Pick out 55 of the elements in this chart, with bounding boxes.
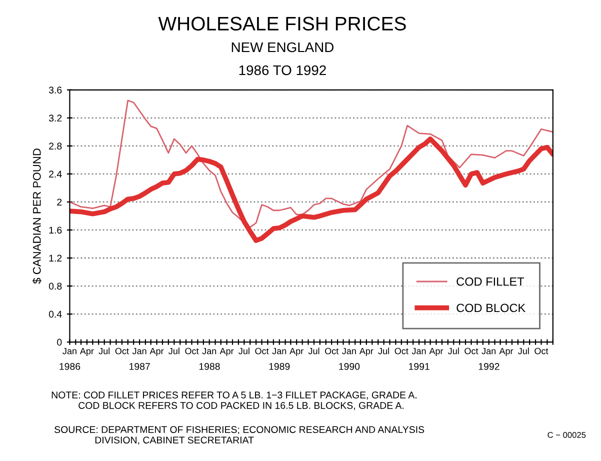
x-tick-label: Apr <box>359 348 374 356</box>
text: C − 00025 <box>548 432 586 438</box>
legend-label: COD BLOCK <box>456 304 526 312</box>
x-tick-label: Jul <box>98 348 110 354</box>
y-tick-label: 1.6 <box>49 226 62 234</box>
x-tick-label: Oct <box>534 348 548 354</box>
chart-title: WHOLESALE FISH PRICES <box>158 16 406 31</box>
x-tick-label: Jan <box>482 348 496 354</box>
x-tick-label: Jan <box>342 348 356 354</box>
legend-label: COD FILLET <box>456 277 524 286</box>
text: NOTE: COD FILLET PRICES REFER TO A 5 LB. 1−3 FILLET PACKAGE, GRADE A. COD BLOCK REFERS TO COD PACKED IN 16.5 LB. BLOCKS, GRADE A. <box>52 392 416 410</box>
text: 1986 <box>60 363 80 370</box>
y-tick-label: 3.6 <box>48 86 62 94</box>
text: 1988 <box>199 363 220 370</box>
y-tick-label: 1.2 <box>49 254 62 262</box>
x-tick-label: Oct <box>255 348 269 354</box>
x-tick-label: Jul <box>168 348 180 354</box>
source-note: SOURCE: DEPARTMENT OF FISHERIES; ECONOMIC RESEARCH AND ANALYSIS DIVISION, CABINET SECRETARIAT <box>54 426 424 445</box>
y-tick-label: 0 <box>57 338 62 346</box>
x-tick-label: Apr <box>80 348 94 356</box>
x-tick-label: Oct <box>325 348 339 354</box>
x-tick-label: Oct <box>115 348 129 354</box>
x-tick-label: Jul <box>238 348 250 354</box>
y-tick-label: 2.8 <box>49 142 62 150</box>
x-tick-label: Jan <box>132 348 146 354</box>
x-tick-label: Apr <box>429 348 444 356</box>
x-tick-label: Jul <box>518 348 529 354</box>
line-series <box>70 100 553 228</box>
x-tick-label: Jul <box>448 348 459 354</box>
text: 1987 <box>130 363 150 370</box>
y-axis-title: $ CANADIAN PER POUND <box>32 148 42 284</box>
x-tick-label: Oct <box>185 348 199 354</box>
y-tick-label: 0.8 <box>48 282 62 290</box>
x-tick-label: Apr <box>150 348 164 356</box>
text: 1989 <box>269 363 290 370</box>
y-tick-label: 2 <box>57 198 62 206</box>
x-tick-label: Jul <box>378 348 389 354</box>
x-tick-label: Jan <box>62 348 76 354</box>
x-tick-label: Apr <box>220 348 234 356</box>
x-tick-label: Jul <box>308 348 320 354</box>
chart-subtitle: NEW ENGLAND 1986 TO 1992 <box>232 42 334 76</box>
x-tick-label: Apr <box>290 348 304 356</box>
x-tick-label: Oct <box>394 348 408 354</box>
text: 1991 <box>408 363 430 370</box>
y-tick-label: 0.4 <box>48 310 62 318</box>
text: 1990 <box>339 363 360 370</box>
line-series <box>70 136 553 243</box>
x-tick-label: Oct <box>464 348 478 354</box>
x-tick-label: Jan <box>412 348 426 354</box>
y-tick-label: 3.2 <box>48 114 62 122</box>
x-tick-label: Jan <box>202 348 216 354</box>
y-tick-label: 2.4 <box>49 170 62 178</box>
x-tick-label: Apr <box>499 348 514 356</box>
text: 1992 <box>478 363 500 370</box>
x-tick-label: Jan <box>272 348 286 354</box>
